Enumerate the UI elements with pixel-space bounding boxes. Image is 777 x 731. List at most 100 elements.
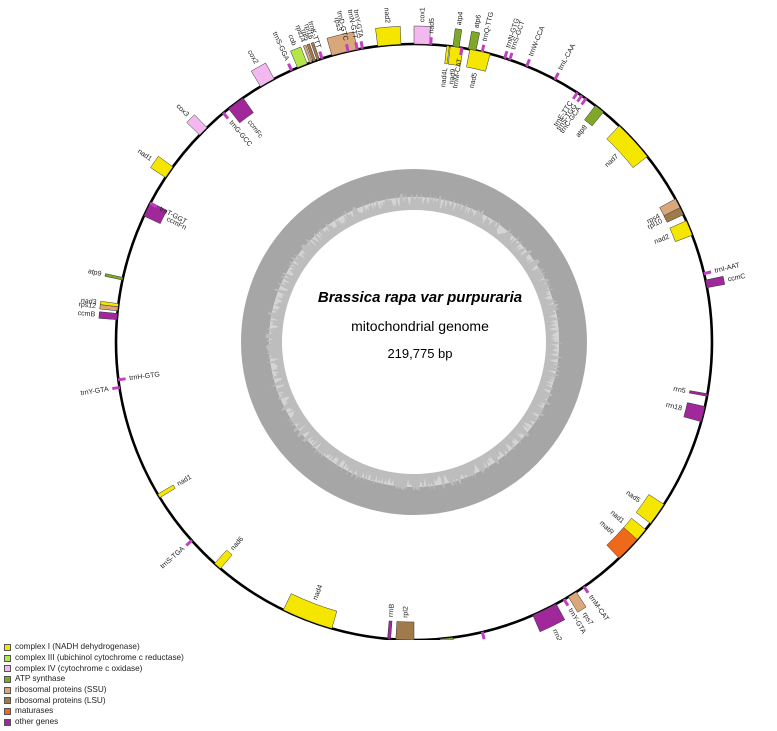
gene-trnh-gtg [117,377,126,382]
gene-trnm-cat [459,47,464,56]
gene-label-trnl-caa: trnL-CAA [557,43,577,72]
gene-label-cob: cob [286,34,297,47]
genome-type: mitochondrial genome [351,318,489,334]
gene-trnq-ttg [480,44,486,53]
gene-trnd-gtc [345,43,350,52]
gene-label-nad4: nad4 [312,584,324,601]
legend-label: maturases [15,706,54,716]
gene-trnl-caa [553,72,560,81]
gene-ccmfn [143,201,168,224]
gene-label-rps3: rps3 [332,17,342,32]
gene-atp8 [584,105,604,127]
gene-label-matr: matR [598,520,615,537]
gene-trnc-gca [580,97,588,106]
gene-trnk-ttt [318,51,324,60]
gene-nad4 [283,593,338,629]
gene-label-atp6: atp6 [473,14,483,29]
legend-swatch [4,686,11,694]
gene-label-trny-gta: trnY-GTA [80,386,109,397]
gene-label-cox2: cox2 [246,49,259,65]
gene-label-ccmc: ccmC [727,273,746,283]
gene-trnm-cat [582,585,590,594]
gene-trns-tga [185,539,193,547]
gene-label-trnq-ttg: trnQ-TTG [482,11,496,42]
gene-matr [606,527,638,559]
gene-label-rps12: rps12 [78,301,96,310]
gene-label-rpl5: rpl5 [299,28,310,41]
gene-rpl16 [310,42,320,61]
gene-rpl5 [306,43,316,62]
legend-item: complex I (NADH dehydrogenase) [4,642,184,653]
gene-label-atp8: atp8 [575,124,589,139]
gene-label-trny-gta: trnY-GTA [352,9,364,39]
legend-swatch [4,643,11,651]
gene-label-trnw-cca: trnW-CCA [528,25,547,57]
gene-trnw-cca [525,58,531,67]
gene-rrnb [387,620,393,640]
genome-size: 219,775 bp [387,346,452,361]
gene-label-nad5: nad5 [469,72,479,89]
legend-item: ribosomal proteins (SSU) [4,685,184,696]
gene-label-rpl16: rpl16 [302,23,314,40]
gene-label-atp9: atp9 [87,268,102,278]
legend-swatch [4,675,11,683]
gene-atp4 [452,28,463,48]
legend-label: other genes [15,717,59,727]
legend-swatch [4,665,11,673]
gene-label-ccmb: ccmB [77,310,95,318]
gene-label-rrn26: rrn26 [551,628,565,640]
gene-label-nad5: nad5 [624,490,641,505]
gene-trne-ttc [572,91,579,100]
gene-nad5 [466,48,491,72]
gene-label-nad1: nad1 [136,148,153,163]
legend-label: ribosomal proteins (SSU) [15,684,107,694]
legend-item: other genes [4,717,184,728]
gene-label-rrn5: rrn5 [673,386,687,395]
gene-nad5 [635,494,665,524]
gene-label-trns-tga: trnS-TGA [159,545,186,570]
legend: complex I (NADH dehydrogenase) complex II… [4,642,184,728]
organism-name: Brassica rapa var purpuraria [318,289,522,306]
gene-ccmc [705,276,726,288]
legend-item: ribosomal proteins (LSU) [4,695,184,706]
gene-atp9 [104,273,124,281]
gene-label-rrnb: rrnB [388,603,396,617]
legend-item: complex IV (cytochrome c oxidase) [4,663,184,674]
gene-label-atp4: atp4 [456,11,465,26]
gene-nad1 [157,484,176,499]
legend-label: ribosomal proteins (LSU) [15,695,106,705]
legend-swatch [4,697,11,705]
gene-label-trny-gta: trnY-GTA [566,607,587,635]
gene-label-cox3: cox3 [175,103,190,118]
gene-trnn-gtg [503,50,509,59]
gene-label-cox1: cox1 [419,7,426,22]
gene-cox2 [250,62,275,87]
legend-label: ATP synthase [15,674,66,684]
gene-label-nad7: nad7 [604,153,620,169]
legend-label: complex III (ubichinol cytochrome c redu… [15,652,184,662]
gene-nad5 [429,37,433,45]
gene-trng-gcc [222,111,230,120]
gene-nad7 [606,125,648,169]
gene-label-nad9: nad9 [448,68,457,85]
gene-rps7 [568,591,587,613]
gene-label-trnm-cat: trnM-CAT [452,57,464,88]
legend-swatch [4,718,11,726]
legend-swatch [4,707,11,715]
gene-features [98,25,726,640]
gene-trny-gta [112,385,121,391]
gene-trni-aat [703,270,712,276]
gene-label-nad4l: nad4L [440,67,449,87]
gene-rpl2 [395,621,415,640]
gene-label-nad1: nad1 [609,510,625,526]
gene-atp6 [468,31,480,51]
gene-nad2 [669,220,693,242]
gene-atp1 [439,637,454,640]
legend-label: complex IV (cytochrome c oxidase) [15,663,143,673]
gc-outer-band [241,169,587,515]
gene-label-nad3: nad3 [81,297,97,306]
gene-trny-gta [562,598,570,607]
gene-ccmb [98,311,118,320]
gene-rrn5 [689,390,708,397]
